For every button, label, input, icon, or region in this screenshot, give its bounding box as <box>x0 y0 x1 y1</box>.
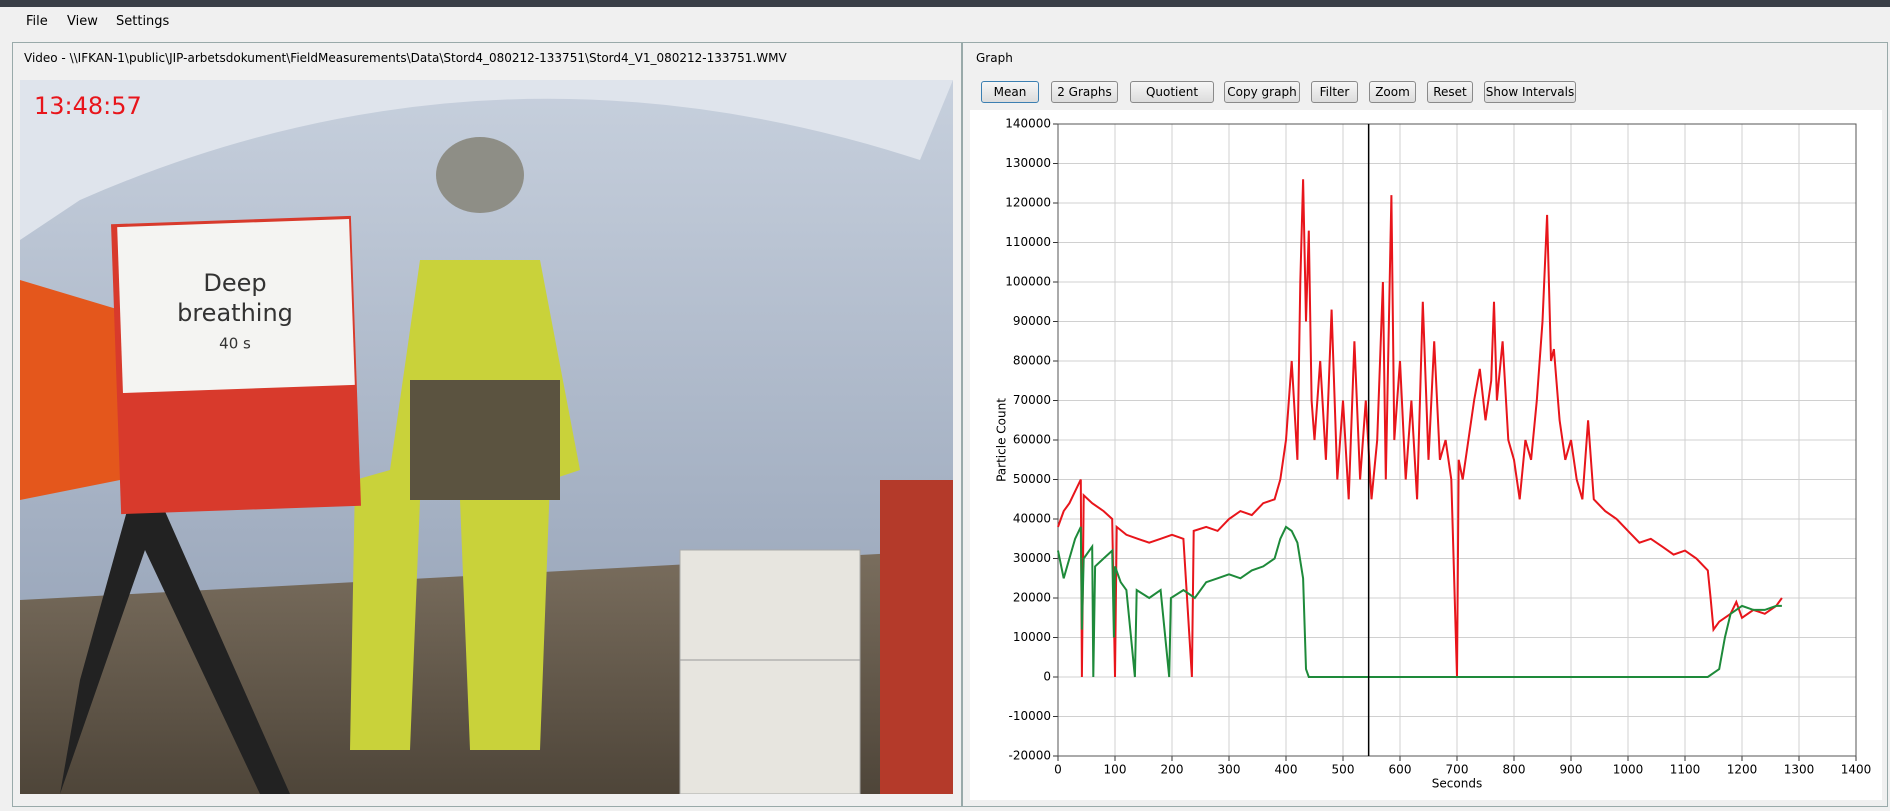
y-tick-label: 20000 <box>1013 591 1051 605</box>
y-tick-label: 130000 <box>1005 156 1051 170</box>
box <box>680 550 860 794</box>
toolbar-button[interactable]: Filter <box>1311 81 1358 103</box>
y-tick-label: 60000 <box>1013 433 1051 447</box>
window-border <box>0 0 1890 7</box>
menu-item[interactable]: View <box>67 14 98 29</box>
y-tick-label: -20000 <box>1008 749 1051 763</box>
toolbar-button[interactable]: Zoom <box>1369 81 1416 103</box>
y-tick-label: 70000 <box>1013 393 1051 407</box>
toolbar-button[interactable]: Copy graph <box>1224 81 1300 103</box>
app-window: File View Settings Video - \\IFKAN-1\pub… <box>0 0 1890 811</box>
x-axis-label: Seconds <box>1432 777 1482 791</box>
y-axis-label: Particle Count <box>995 398 1009 482</box>
x-tick-label: 500 <box>1332 763 1355 777</box>
x-tick-label: 400 <box>1275 763 1298 777</box>
video-title: Video - \\IFKAN-1\public\JIP-arbetsdokum… <box>24 51 787 65</box>
y-tick-label: 120000 <box>1005 196 1051 210</box>
x-tick-label: 1300 <box>1784 763 1815 777</box>
y-tick-label: 0 <box>1043 670 1051 684</box>
graph-title: Graph <box>976 51 1013 65</box>
x-tick-label: 200 <box>1161 763 1184 777</box>
chart: -20000-100000100002000030000400005000060… <box>970 110 1882 800</box>
x-tick-label: 1400 <box>1841 763 1872 777</box>
red-cart <box>880 480 953 794</box>
x-tick-label: 1100 <box>1670 763 1701 777</box>
video-frame: Deep breathing 40 s 13:48:57 <box>20 80 953 794</box>
x-tick-label: 1200 <box>1727 763 1758 777</box>
sign-text: breathing <box>177 299 293 327</box>
y-tick-label: 50000 <box>1013 472 1051 486</box>
x-tick-label: 1000 <box>1613 763 1644 777</box>
y-tick-label: 10000 <box>1013 630 1051 644</box>
x-tick-label: 300 <box>1218 763 1241 777</box>
sign-text: 40 s <box>219 335 251 353</box>
menu-item[interactable]: File <box>26 14 48 29</box>
y-tick-label: 30000 <box>1013 551 1051 565</box>
x-tick-label: 0 <box>1054 763 1062 777</box>
y-tick-label: 40000 <box>1013 512 1051 526</box>
toolbar-button[interactable]: 2 Graphs <box>1051 81 1118 103</box>
sleeve <box>20 280 120 500</box>
menu-item[interactable]: Settings <box>116 14 169 29</box>
y-tick-label: -10000 <box>1008 709 1051 723</box>
y-tick-label: 140000 <box>1005 117 1051 131</box>
toolbar-button[interactable]: Show Intervals <box>1484 81 1576 103</box>
toolbar-button[interactable]: Mean <box>981 81 1039 103</box>
x-tick-label: 600 <box>1389 763 1412 777</box>
helmet <box>436 137 524 213</box>
y-tick-label: 80000 <box>1013 354 1051 368</box>
x-tick-label: 800 <box>1503 763 1526 777</box>
toolbar-button[interactable]: Reset <box>1427 81 1473 103</box>
chart-background <box>970 110 1882 800</box>
x-tick-label: 700 <box>1446 763 1469 777</box>
y-tick-label: 90000 <box>1013 314 1051 328</box>
x-tick-label: 900 <box>1560 763 1583 777</box>
y-tick-label: 100000 <box>1005 275 1051 289</box>
timestamp: 13:48:57 <box>34 92 142 120</box>
x-tick-label: 100 <box>1104 763 1127 777</box>
toolbar-button[interactable]: Quotient <box>1130 81 1214 103</box>
trousers <box>410 380 560 500</box>
sign-text: Deep <box>203 269 266 297</box>
y-tick-label: 110000 <box>1005 235 1051 249</box>
